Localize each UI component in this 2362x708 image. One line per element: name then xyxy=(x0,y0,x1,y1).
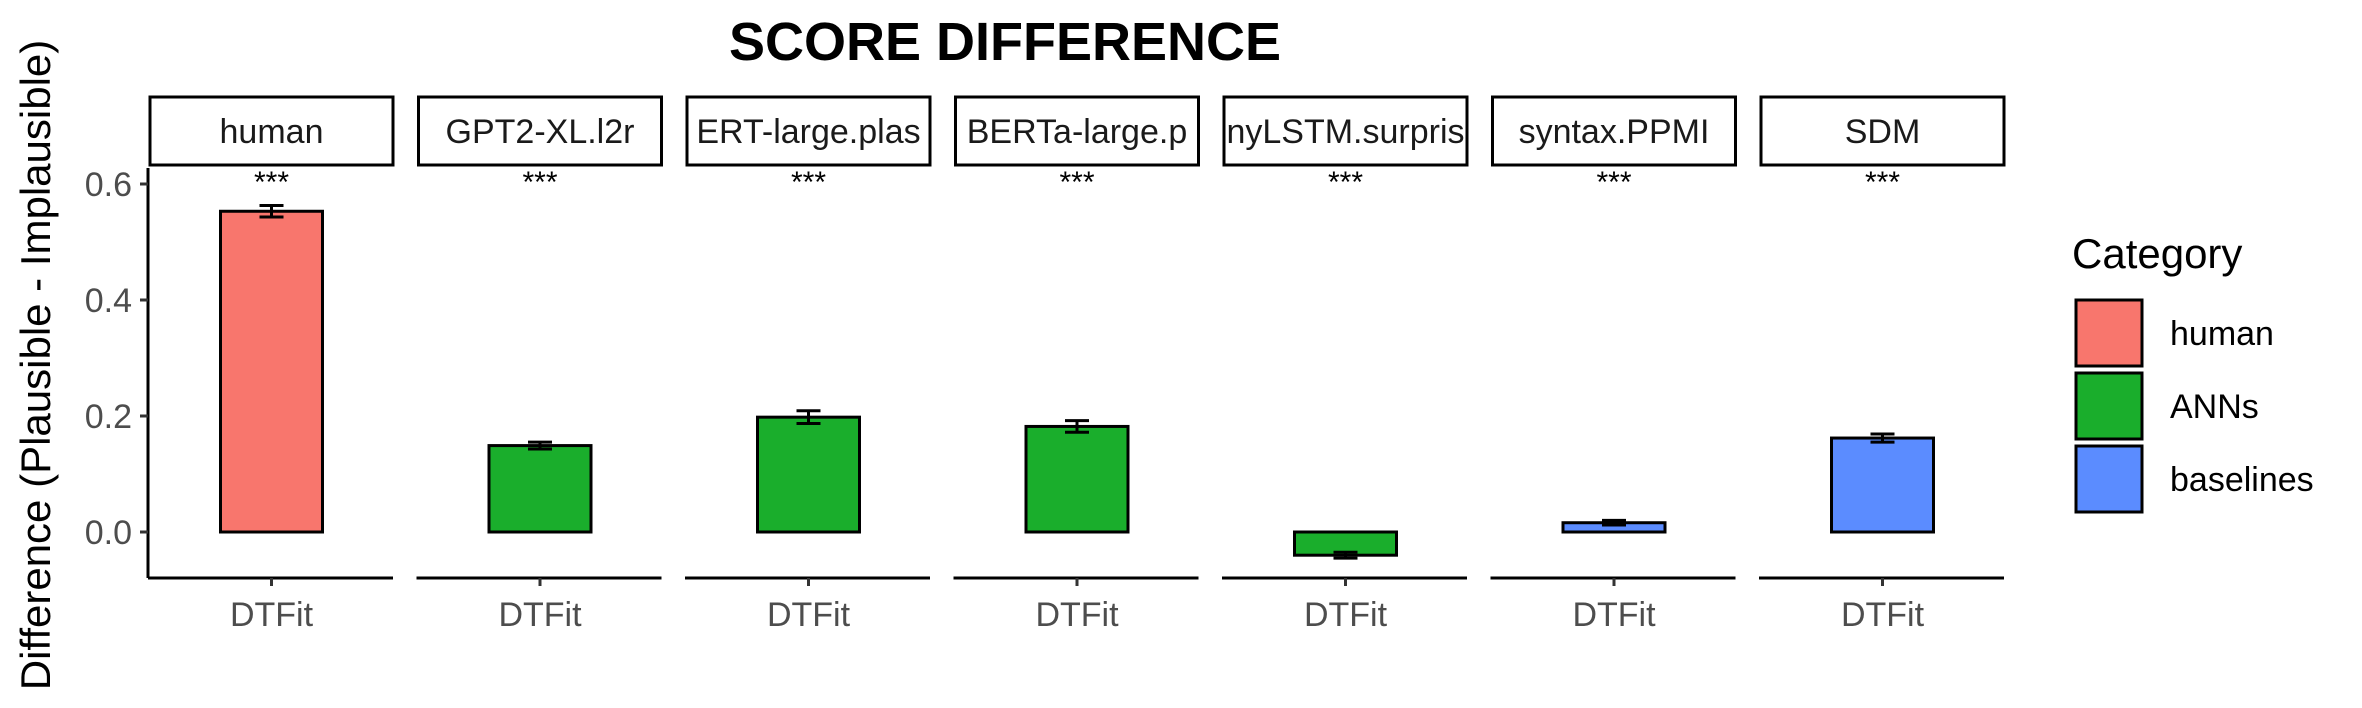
legend-swatch xyxy=(2074,444,2144,514)
facet-strip-label: ERT-large.plas xyxy=(696,113,920,151)
y-tick-label: 0.4 xyxy=(85,282,132,320)
significance-label: *** xyxy=(1328,166,1363,199)
y-axis: 0.0 0.2 0.4 0.6 xyxy=(85,166,150,578)
facet-panel: ERT-large.plas *** DTFit xyxy=(685,95,932,634)
chart-title: SCORE DIFFERENCE xyxy=(729,12,1281,72)
facet-strip-label: GPT2-XL.l2r xyxy=(446,113,635,151)
x-tick-label: DTFit xyxy=(498,596,582,634)
significance-label: *** xyxy=(791,166,826,199)
x-tick-label: DTFit xyxy=(230,596,314,634)
y-tick-label: 0.6 xyxy=(85,166,132,204)
facet-strip xyxy=(954,95,1200,167)
x-tick-label: DTFit xyxy=(1035,596,1119,634)
facet-strip xyxy=(148,95,395,167)
facet-panel: syntax.PPMI *** DTFit xyxy=(1490,95,1737,634)
facet-strip xyxy=(1491,95,1737,167)
facet-strip-label: human xyxy=(220,113,324,151)
facet-panel: human *** DTFit xyxy=(148,95,395,634)
significance-label: *** xyxy=(522,166,557,199)
legend: Category human ANNs baselines xyxy=(2072,230,2314,514)
bar xyxy=(1830,436,1935,534)
legend-swatch xyxy=(2074,298,2144,368)
facet-panel: nyLSTM.surpris *** DTFit xyxy=(1222,95,1469,634)
facet-panel: SDM *** DTFit xyxy=(1759,95,2006,634)
facet-strip-label: nyLSTM.surpris xyxy=(1226,113,1464,151)
facet-panel: BERTa-large.p *** DTFit xyxy=(953,95,1200,634)
y-axis-label: Difference (Plausible - Implausible) xyxy=(12,40,59,691)
facet-strip xyxy=(1222,95,1469,167)
bar xyxy=(756,415,861,534)
legend-label: human xyxy=(2170,315,2274,353)
significance-label: *** xyxy=(254,166,289,199)
x-tick-label: DTFit xyxy=(1304,596,1388,634)
facet-strip-label: BERTa-large.p xyxy=(967,113,1188,151)
x-tick-label: DTFit xyxy=(1841,596,1925,634)
legend-swatch xyxy=(2074,371,2144,441)
facet-panel: GPT2-XL.l2r *** DTFit xyxy=(416,95,663,634)
facet-strip-label: syntax.PPMI xyxy=(1519,113,1710,151)
y-tick-label: 0.2 xyxy=(85,398,132,436)
bar xyxy=(219,209,324,534)
facet-strip xyxy=(417,95,663,167)
y-tick-label: 0.0 xyxy=(85,514,132,552)
legend-title: Category xyxy=(2072,230,2242,277)
facet-strip-label: SDM xyxy=(1845,113,1921,151)
x-tick-label: DTFit xyxy=(767,596,851,634)
legend-label: baselines xyxy=(2170,461,2314,499)
bar xyxy=(487,444,593,534)
bar xyxy=(1024,424,1130,534)
significance-label: *** xyxy=(1059,166,1094,199)
facet-strip xyxy=(1759,95,2006,167)
significance-label: *** xyxy=(1596,166,1631,199)
facet-strip xyxy=(685,95,932,167)
significance-label: *** xyxy=(1865,166,1900,199)
facet-panels: human***DTFitGPT2-XL.l2r***DTFitERT-larg… xyxy=(148,95,2006,634)
legend-label: ANNs xyxy=(2170,388,2259,426)
x-tick-label: DTFit xyxy=(1572,596,1656,634)
